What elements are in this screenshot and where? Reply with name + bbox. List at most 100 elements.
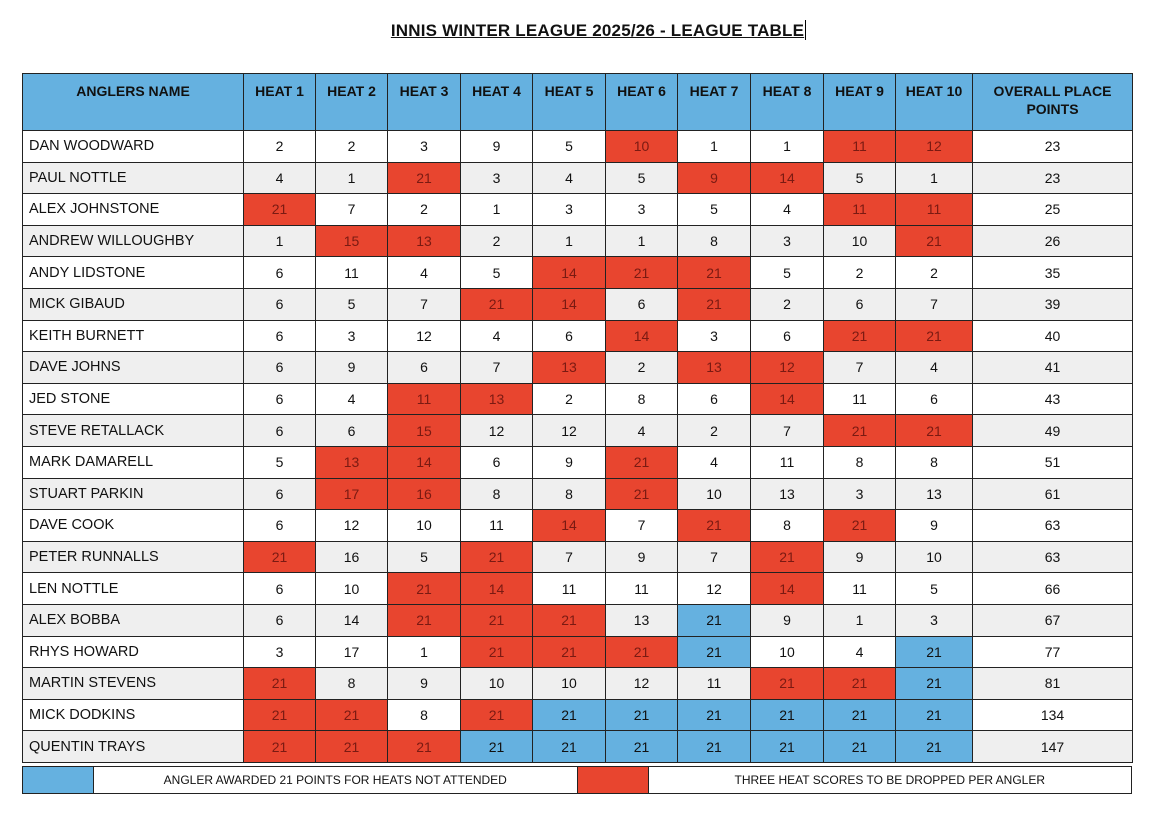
heat-score: 3	[895, 603, 973, 637]
overall-points: 40	[972, 319, 1133, 353]
heat-score-not-attended: 21	[605, 698, 678, 732]
heat-score-dropped: 21	[823, 509, 896, 542]
heat-score: 3	[315, 319, 388, 353]
angler-name: ALEX BOBBA	[22, 603, 244, 637]
heat-score: 6	[243, 287, 316, 321]
heat-score: 8	[315, 667, 388, 700]
heat-score-not-attended: 21	[532, 698, 606, 732]
overall-points: 147	[972, 730, 1133, 763]
heat-score: 5	[315, 287, 388, 321]
table-row: RHYS HOWARD 3 17 1 21 21 21 21 10 4 21 77	[22, 635, 1133, 669]
heat-score: 8	[823, 445, 896, 479]
heat-score-dropped: 21	[750, 540, 824, 574]
heat-score: 5	[460, 256, 533, 289]
heat-score: 2	[460, 224, 533, 258]
overall-points: 81	[972, 667, 1133, 700]
angler-name: ANDREW WILLOUGHBY	[22, 224, 244, 258]
heat-score: 2	[387, 193, 461, 226]
heat-score-dropped: 21	[605, 477, 678, 511]
column-header: HEAT 6	[605, 73, 678, 131]
heat-score-dropped: 21	[677, 509, 751, 542]
heat-score-not-attended: 21	[460, 730, 533, 763]
heat-score: 10	[387, 509, 461, 542]
heat-score: 7	[823, 351, 896, 384]
heat-score-dropped: 14	[460, 572, 533, 605]
heat-score: 3	[605, 193, 678, 226]
heat-score-dropped: 21	[460, 540, 533, 574]
overall-points: 39	[972, 287, 1133, 321]
heat-score-dropped: 16	[387, 477, 461, 511]
heat-score: 3	[823, 477, 896, 511]
heat-score-not-attended: 21	[677, 635, 751, 669]
heat-score-not-attended: 21	[895, 635, 973, 669]
heat-score: 6	[677, 382, 751, 416]
heat-score: 4	[895, 351, 973, 384]
heat-score: 5	[532, 130, 606, 163]
heat-score: 10	[315, 572, 388, 605]
heat-score-dropped: 21	[243, 193, 316, 226]
heat-score: 3	[750, 224, 824, 258]
heat-score: 8	[532, 477, 606, 511]
heat-score: 4	[532, 161, 606, 195]
heat-score: 9	[532, 445, 606, 479]
angler-name: QUENTIN TRAYS	[22, 730, 244, 763]
heat-score: 6	[243, 351, 316, 384]
heat-score: 11	[532, 572, 606, 605]
heat-score: 6	[605, 287, 678, 321]
heat-score: 4	[677, 445, 751, 479]
overall-points: 41	[972, 351, 1133, 384]
angler-name: ALEX JOHNSTONE	[22, 193, 244, 226]
heat-score: 1	[605, 224, 678, 258]
heat-score: 10	[823, 224, 896, 258]
heat-score-dropped: 13	[315, 445, 388, 479]
heat-score: 11	[460, 509, 533, 542]
angler-name: JED STONE	[22, 382, 244, 416]
column-header: HEAT 10	[895, 73, 973, 131]
angler-name: KEITH BURNETT	[22, 319, 244, 353]
overall-points: 43	[972, 382, 1133, 416]
heat-score: 4	[750, 193, 824, 226]
heat-score: 5	[895, 572, 973, 605]
overall-points: 25	[972, 193, 1133, 226]
angler-name: DAVE JOHNS	[22, 351, 244, 384]
heat-score: 6	[750, 319, 824, 353]
heat-score: 3	[532, 193, 606, 226]
heat-score: 10	[750, 635, 824, 669]
heat-score-dropped: 21	[387, 572, 461, 605]
heat-score: 6	[895, 382, 973, 416]
heat-score-dropped: 14	[532, 509, 606, 542]
heat-score: 7	[460, 351, 533, 384]
column-header: HEAT 9	[823, 73, 896, 131]
heat-score-not-attended: 21	[895, 698, 973, 732]
heat-score: 5	[677, 193, 751, 226]
legend: ANGLER AWARDED 21 POINTS FOR HEATS NOT A…	[22, 766, 1132, 794]
heat-score: 4	[315, 382, 388, 416]
heat-score: 2	[532, 382, 606, 416]
heat-score: 11	[315, 256, 388, 289]
table-row: DAVE JOHNS 6 9 6 7 13 2 13 12 7 4 41	[22, 351, 1133, 384]
heat-score: 3	[243, 635, 316, 669]
heat-score-dropped: 21	[387, 603, 461, 637]
table-row: MICK DODKINS 21 21 8 21 21 21 21 21 21 21 134	[22, 698, 1133, 732]
overall-points: 61	[972, 477, 1133, 511]
heat-score-not-attended: 21	[532, 730, 606, 763]
heat-score: 9	[750, 603, 824, 637]
heat-score: 2	[895, 256, 973, 289]
heat-score-dropped: 14	[750, 572, 824, 605]
heat-score: 13	[895, 477, 973, 511]
heat-score-not-attended: 21	[895, 730, 973, 763]
heat-score: 14	[315, 603, 388, 637]
heat-score: 9	[895, 509, 973, 542]
heat-score: 2	[315, 130, 388, 163]
overall-points: 49	[972, 414, 1133, 447]
heat-score-dropped: 13	[387, 224, 461, 258]
legend-label-not-attended: ANGLER AWARDED 21 POINTS FOR HEATS NOT A…	[163, 773, 507, 787]
heat-score-dropped: 21	[387, 730, 461, 763]
heat-score: 6	[387, 351, 461, 384]
angler-name: RHYS HOWARD	[22, 635, 244, 669]
heat-score: 10	[895, 540, 973, 574]
league-table: ANGLERS NAME HEAT 1 HEAT 2 HEAT 3 HEAT 4 HEAT…	[22, 73, 1133, 763]
column-header: OVERALL PLACE POINTS	[972, 73, 1133, 131]
heat-score-dropped: 21	[460, 603, 533, 637]
heat-score: 7	[895, 287, 973, 321]
